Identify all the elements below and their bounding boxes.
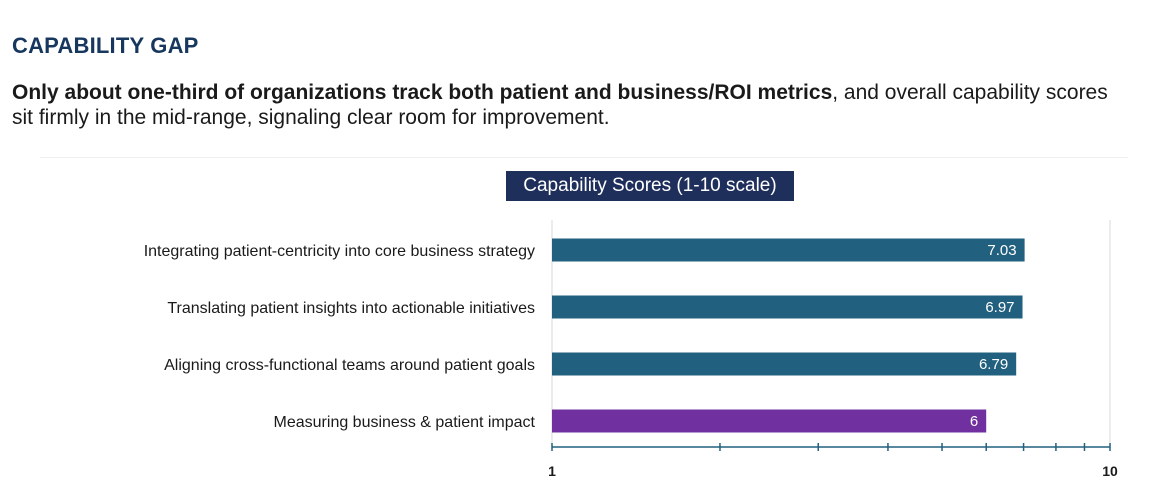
bar-value-label: 6 [970, 413, 978, 430]
summary-bold: Only about one-third of organizations tr… [12, 81, 833, 104]
summary-text: Only about one-third of organizations tr… [12, 80, 1122, 130]
section-title: CAPABILITY GAP [12, 33, 199, 58]
bar-value-label: 7.03 [987, 242, 1016, 259]
bar [552, 352, 1017, 376]
bar [552, 295, 1023, 319]
category-label: Translating patient insights into action… [167, 300, 535, 317]
x-tick-label: 1 [548, 463, 556, 479]
bar [552, 238, 1025, 262]
chart-title: Capability Scores (1-10 scale) [506, 171, 794, 201]
divider [40, 157, 1128, 158]
bar-value-label: 6.97 [985, 299, 1014, 316]
category-label: Aligning cross-functional teams around p… [164, 357, 535, 374]
category-label: Integrating patient-centricity into core… [144, 243, 535, 260]
bar [552, 409, 987, 433]
x-tick-label: 10 [1102, 463, 1118, 479]
category-label: Measuring business & patient impact [274, 414, 536, 431]
bar-value-label: 6.79 [979, 356, 1008, 373]
summary-rest: , and overall capability scores sit firm… [12, 81, 1108, 129]
